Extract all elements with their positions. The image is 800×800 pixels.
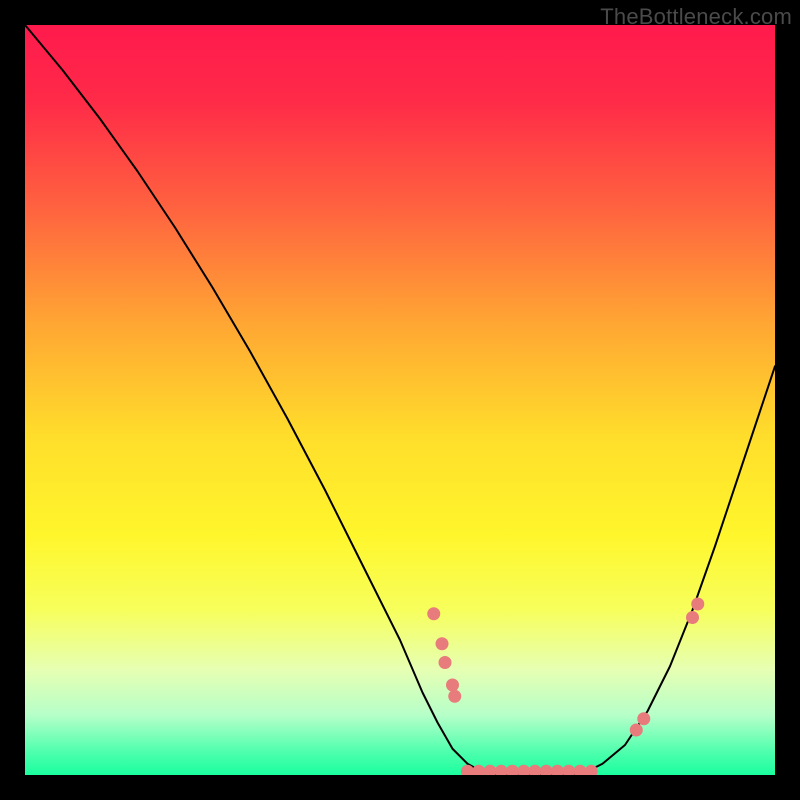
plot-svg [25, 25, 775, 775]
data-marker [446, 679, 459, 692]
data-marker [448, 690, 461, 703]
data-marker [686, 611, 699, 624]
data-marker [439, 656, 452, 669]
gradient-background [25, 25, 775, 775]
data-marker [630, 724, 643, 737]
data-marker [637, 712, 650, 725]
data-marker [427, 607, 440, 620]
watermark-text: TheBottleneck.com [600, 4, 792, 30]
data-marker [436, 637, 449, 650]
data-marker [691, 598, 704, 611]
chart-container: { "watermark": "TheBottleneck.com", "cha… [0, 0, 800, 800]
